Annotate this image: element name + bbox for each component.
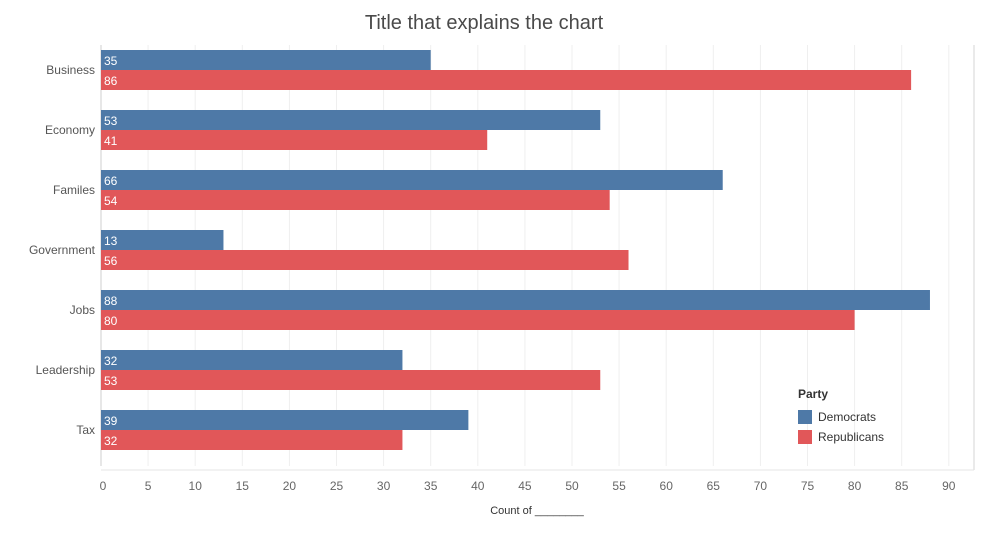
category-labels: Business Economy Familes Government Jobs Lead…: [29, 63, 96, 437]
x-tick-label: 45: [518, 479, 532, 493]
category-label: Business: [46, 63, 95, 77]
legend-swatch-democrats: [798, 410, 812, 424]
data-label: 66: [104, 174, 118, 188]
bar-republicans-business[interactable]: [101, 70, 912, 90]
bar-republicans-government[interactable]: [101, 250, 629, 270]
x-tick-label: 40: [471, 479, 485, 493]
chart-title: Title that explains the chart: [364, 12, 604, 34]
bar-democrats-familes[interactable]: [101, 170, 723, 190]
x-tick-label: 85: [895, 479, 909, 493]
x-tick-label: 65: [707, 479, 721, 493]
category-label: Economy: [45, 123, 95, 137]
bar-democrats-tax[interactable]: [101, 410, 469, 430]
x-axis-ticks: 0 5 10 15 20 25 30 35 40 45 50 55 60 65 70 75 80 85 90: [100, 479, 956, 493]
data-label: 88: [104, 294, 118, 308]
data-label: 35: [104, 54, 118, 68]
bar-republicans-economy[interactable]: [101, 130, 488, 150]
x-tick-label: 55: [612, 479, 626, 493]
category-label: Tax: [76, 423, 95, 437]
data-label: 32: [104, 434, 118, 448]
legend-item-republicans[interactable]: Republicans: [798, 427, 884, 447]
x-tick-label: 10: [189, 479, 203, 493]
x-tick-label: 80: [848, 479, 862, 493]
x-tick-label: 0: [100, 479, 107, 493]
data-label: 39: [104, 414, 118, 428]
x-tick-label: 20: [283, 479, 297, 493]
bar-republicans-familes[interactable]: [101, 190, 610, 210]
category-label: Familes: [53, 183, 95, 197]
data-label: 80: [104, 314, 118, 328]
legend: Party Democrats Republicans: [798, 387, 884, 447]
x-tick-label: 75: [801, 479, 815, 493]
x-tick-label: 15: [236, 479, 250, 493]
data-label: 54: [104, 194, 118, 208]
bar-republicans-tax[interactable]: [101, 430, 403, 450]
legend-title: Party: [798, 387, 829, 401]
bars: 35 86 53 41 66 54 13 56 88 80 32 53 39 32: [101, 50, 930, 450]
x-tick-label: 70: [754, 479, 768, 493]
legend-item-democrats[interactable]: Democrats: [798, 407, 884, 427]
bar-democrats-business[interactable]: [101, 50, 431, 70]
bar-democrats-government[interactable]: [101, 230, 224, 250]
legend-label-democrats: Democrats: [818, 410, 877, 424]
bar-democrats-leadership[interactable]: [101, 350, 403, 370]
x-tick-label: 90: [942, 479, 956, 493]
x-tick-label: 25: [330, 479, 344, 493]
data-label: 53: [104, 374, 118, 388]
category-label: Leadership: [36, 363, 96, 377]
x-tick-label: 30: [377, 479, 391, 493]
data-label: 86: [104, 74, 118, 88]
data-label: 13: [104, 234, 118, 248]
x-tick-label: 35: [424, 479, 438, 493]
bar-republicans-jobs[interactable]: [101, 310, 855, 330]
x-tick-label: 5: [145, 479, 152, 493]
data-label: 56: [104, 254, 118, 268]
data-label: 32: [104, 354, 118, 368]
x-tick-label: 60: [660, 479, 674, 493]
bar-democrats-jobs[interactable]: [101, 290, 930, 310]
data-label: 53: [104, 114, 118, 128]
bar-democrats-economy[interactable]: [101, 110, 601, 130]
x-axis-title: Count of ________: [490, 505, 584, 517]
legend-swatch-republicans: [798, 430, 812, 444]
legend-label-republicans: Republicans: [818, 430, 885, 444]
x-tick-label: 50: [565, 479, 579, 493]
bar-republicans-leadership[interactable]: [101, 370, 601, 390]
category-label: Jobs: [70, 303, 95, 317]
category-label: Government: [29, 243, 96, 257]
data-label: 41: [104, 134, 118, 148]
